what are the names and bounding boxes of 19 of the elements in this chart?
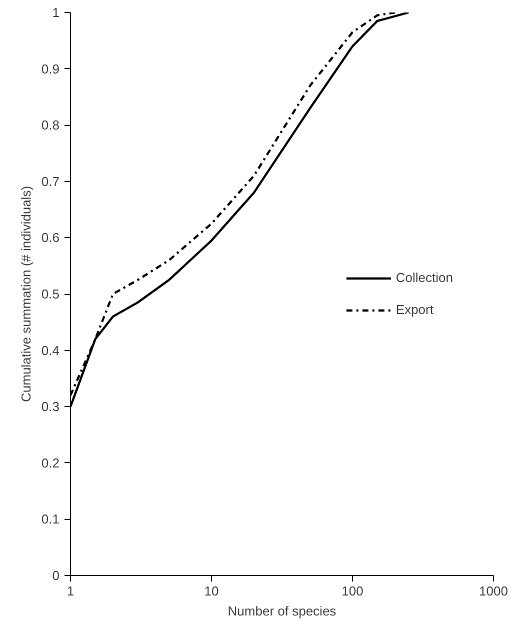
legend-label: Export: [396, 302, 434, 317]
x-tick-label: 100: [342, 584, 364, 598]
x-tick-label: 1: [66, 584, 74, 598]
y-tick-label: 0.9: [41, 61, 60, 76]
y-tick-label: 0.6: [41, 230, 60, 246]
y-tick-label: 0.1: [41, 512, 60, 527]
y-tick-label: 0: [52, 568, 60, 583]
x-axis-title: Number of species: [228, 604, 337, 618]
x-tick-label: 1000: [479, 584, 508, 598]
y-tick-label: 1: [52, 5, 60, 20]
x-tick-label: 10: [204, 584, 219, 598]
legend-label: Collection: [396, 270, 453, 285]
y-tick-label: 0.2: [41, 455, 60, 470]
y-tick-label: 0.4: [41, 342, 60, 358]
y-tick-label: 0.3: [41, 399, 60, 414]
y-tick-label: 0.5: [41, 286, 60, 302]
y-tick-label: 0.8: [41, 118, 60, 133]
y-tick-label: 0.7: [41, 174, 60, 189]
y-axis-title: Cumulative summation (# individuals): [18, 186, 34, 402]
